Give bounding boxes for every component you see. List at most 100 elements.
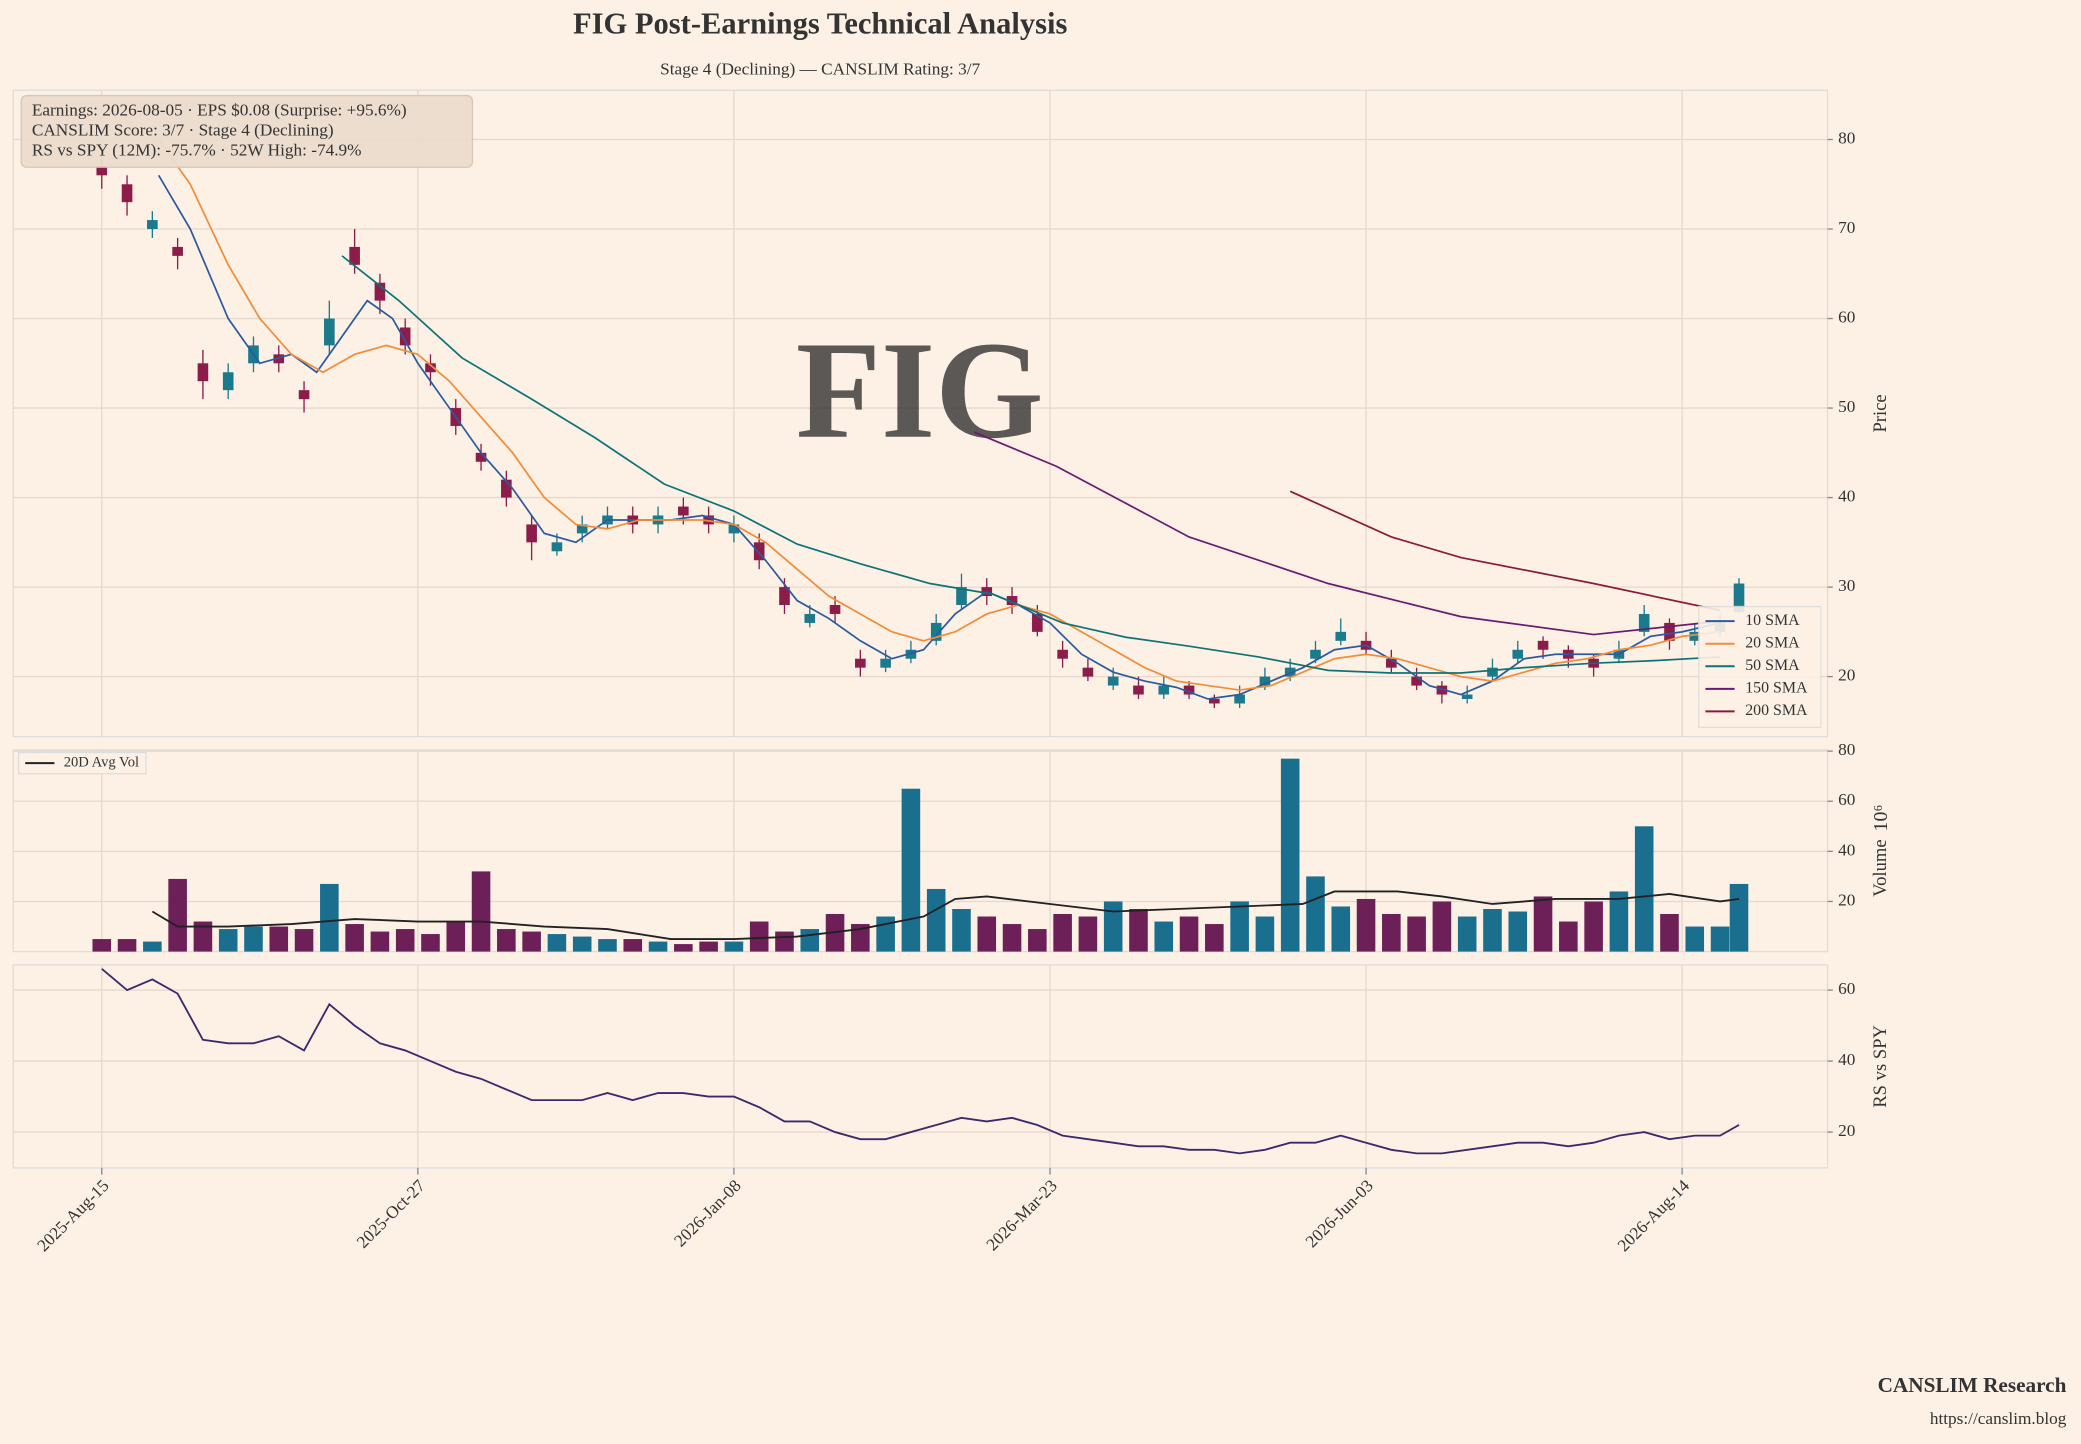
- volume-bar: [623, 939, 643, 952]
- y-tick-label: 60: [1838, 307, 1855, 326]
- candle-body: [349, 246, 360, 265]
- sma-line: [973, 431, 1721, 636]
- candle-body: [121, 184, 133, 203]
- y-axis-label-text: Price: [1870, 394, 1891, 432]
- volume-bar: [1685, 926, 1705, 952]
- volume-bar: [1028, 929, 1047, 952]
- volume-bar: [1356, 898, 1376, 952]
- candle-body: [1133, 685, 1144, 695]
- volume-bar: [446, 921, 466, 952]
- candle-body: [1032, 613, 1043, 632]
- candle-body: [197, 363, 209, 382]
- legend-label: 200 SMA: [1745, 702, 1808, 719]
- candle-body: [1664, 622, 1675, 641]
- volume-bar: [851, 924, 870, 952]
- panel-frame: [12, 89, 1829, 738]
- candle-body: [475, 452, 487, 462]
- candle-body: [1689, 631, 1701, 641]
- footer-brand: CANSLIM Research: [1878, 1373, 2067, 1397]
- volume-bar: [92, 939, 112, 952]
- volume-bar: [1729, 883, 1749, 952]
- volume-bar: [370, 931, 390, 952]
- legend-box: [17, 751, 147, 775]
- legend-label: 10 SMA: [1745, 612, 1800, 629]
- volume-bar: [1584, 901, 1603, 952]
- watermark: FIG: [796, 314, 1044, 468]
- volume-bar: [1508, 911, 1528, 952]
- candle-body: [551, 542, 563, 552]
- volume-bar: [1002, 924, 1022, 952]
- candle-body: [855, 658, 866, 668]
- volume-bar: [1179, 916, 1199, 952]
- volume-bar: [1255, 916, 1275, 952]
- legend-label: 20 SMA: [1745, 634, 1800, 651]
- volume-bar: [269, 926, 289, 952]
- volume-bar: [168, 878, 187, 952]
- volume-bar: [1382, 914, 1401, 952]
- candle-body: [1335, 631, 1347, 641]
- volume-bar: [1129, 908, 1148, 952]
- y-tick-label: 60: [1838, 790, 1855, 809]
- volume-bar: [1407, 916, 1426, 952]
- candle-body: [222, 372, 234, 391]
- volume-bar: [1710, 926, 1730, 952]
- volume-bar: [1078, 916, 1098, 952]
- candle-body: [324, 318, 335, 346]
- legend-label: 20D Avg Vol: [64, 754, 139, 770]
- candle-body: [576, 524, 588, 534]
- volume-bar: [1660, 914, 1679, 952]
- chart-subtitle: Stage 4 (Declining) — CANSLIM Rating: 3/…: [660, 59, 980, 78]
- candle-body: [1537, 640, 1549, 650]
- y-tick-label: 80: [1838, 128, 1855, 147]
- candle-body: [1487, 667, 1498, 677]
- volume-bar: [117, 939, 137, 952]
- volume-bar: [421, 934, 440, 952]
- volume-bar: [572, 936, 592, 952]
- candle-body: [1386, 658, 1397, 668]
- candle-body: [1183, 685, 1195, 695]
- volume-bar: [977, 916, 997, 952]
- volume-bar: [1154, 921, 1174, 952]
- volume-bar: [294, 929, 314, 952]
- sma-line: [341, 255, 1721, 674]
- candle-body: [298, 390, 310, 400]
- y-axis-label-text: Volume: [1870, 839, 1891, 896]
- volume-bar: [1205, 924, 1224, 952]
- candle-body: [1209, 699, 1220, 704]
- candle-body: [1512, 649, 1524, 659]
- candle-body: [1461, 694, 1473, 700]
- y-axis-label: Price: [1870, 394, 1891, 432]
- candle-body: [779, 587, 790, 606]
- candle-body: [1107, 676, 1119, 686]
- volume-bar: [471, 871, 491, 952]
- volume-bar: [648, 941, 668, 952]
- y-axis-label: Volume 10⁶: [1869, 805, 1891, 897]
- legend-label: 50 SMA: [1745, 657, 1800, 674]
- candle-body: [1057, 649, 1068, 659]
- y-tick-label: 70: [1838, 218, 1855, 237]
- candle-body: [956, 587, 967, 606]
- volume-bar: [1053, 914, 1072, 952]
- y-tick-label: 20: [1838, 1121, 1855, 1140]
- candle-body: [753, 542, 765, 561]
- candle-body: [1259, 676, 1271, 686]
- volume-bar: [143, 941, 162, 952]
- candle-body: [399, 327, 411, 346]
- candle-body: [425, 363, 436, 373]
- y-tick-label: 30: [1838, 576, 1855, 595]
- candle-body: [1733, 583, 1745, 613]
- candle-body: [930, 622, 942, 641]
- annotation-text: RS vs SPY (12M): -75.7% · 52W High: -74.…: [32, 140, 362, 159]
- volume-bar: [497, 929, 516, 952]
- chart-title: FIG Post-Earnings Technical Analysis: [573, 7, 1067, 41]
- candle-body: [172, 246, 183, 256]
- candle-body: [1638, 613, 1650, 632]
- volume-bar: [800, 929, 820, 952]
- volume-bar: [1457, 916, 1477, 952]
- candle-body: [678, 506, 689, 516]
- volume-bar: [1280, 758, 1300, 952]
- candle-body: [96, 166, 108, 176]
- candle-body: [1006, 596, 1018, 606]
- volume-bar: [244, 926, 263, 952]
